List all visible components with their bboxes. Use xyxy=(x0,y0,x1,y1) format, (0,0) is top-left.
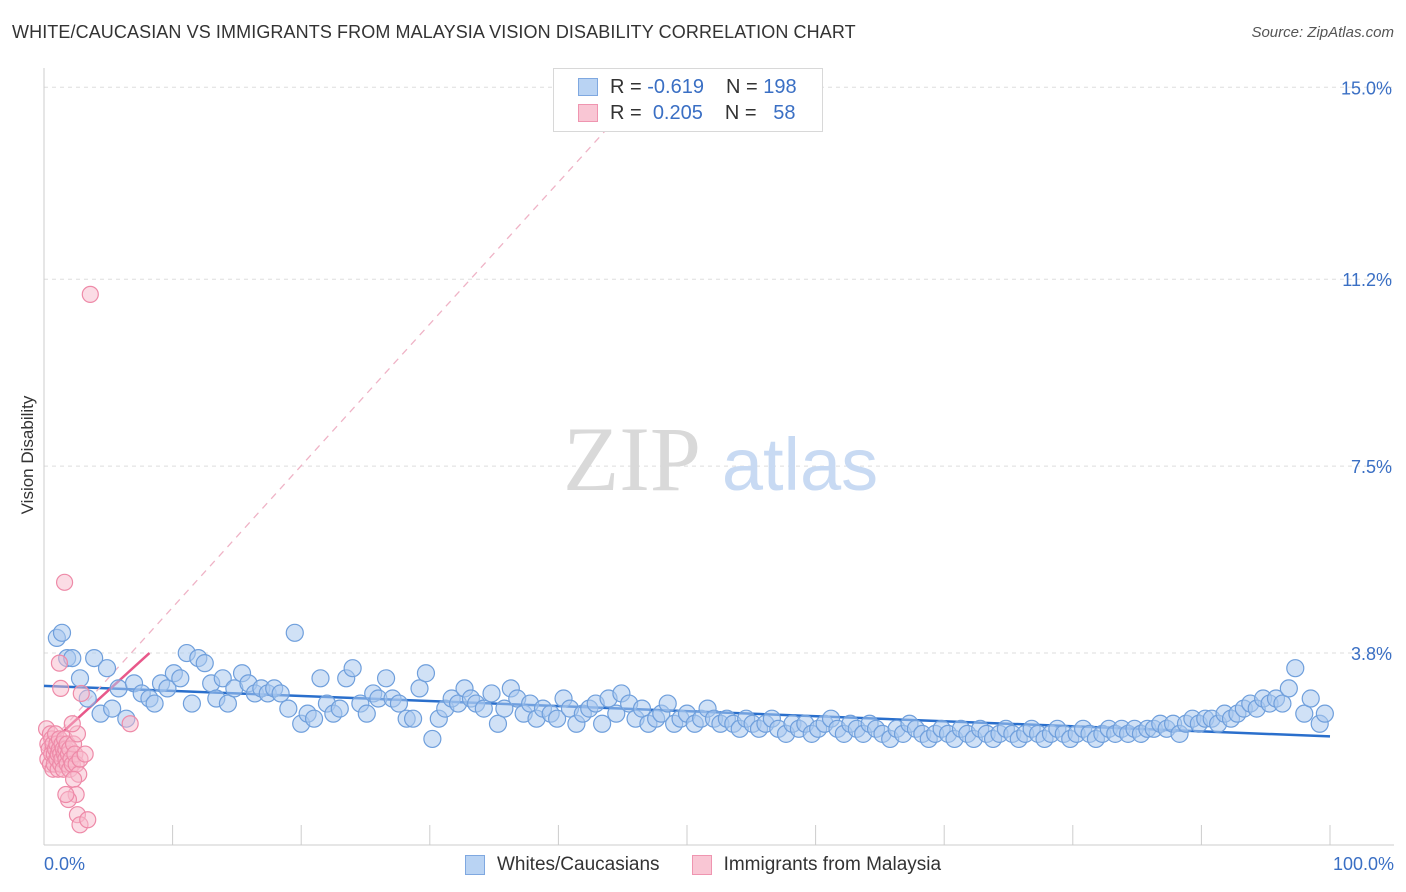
data-point-whites xyxy=(658,694,677,713)
data-point-whites xyxy=(218,694,237,713)
legend-row-malaysia: R = 0.205 N = 58 xyxy=(578,100,795,126)
data-point-whites xyxy=(488,714,508,733)
axes xyxy=(43,68,1394,846)
data-point-whites xyxy=(423,729,442,749)
y-tick-label: 15.0% xyxy=(1341,78,1392,98)
correlation-legend: R = -0.619 N = 198 R = 0.205 N = 58 xyxy=(553,68,823,132)
data-point-whites xyxy=(474,699,493,718)
data-point-whites xyxy=(271,684,290,703)
watermark: ZIP atlas xyxy=(563,408,878,510)
data-point-whites xyxy=(548,709,567,728)
data-point-whites xyxy=(343,659,362,678)
data-point-whites xyxy=(304,709,324,728)
r-label: R = xyxy=(610,75,642,98)
y-tick-label: 7.5% xyxy=(1351,457,1392,477)
data-point-whites xyxy=(213,669,232,688)
grid-lines xyxy=(44,86,1394,654)
data-point-malaysia xyxy=(64,770,83,788)
data-point-whites xyxy=(495,699,514,718)
data-point-malaysia xyxy=(63,715,81,733)
trend-line-malaysia-extended xyxy=(43,96,637,750)
data-point-whites xyxy=(410,679,429,698)
data-point-whites xyxy=(285,623,304,642)
data-point-whites xyxy=(1295,704,1314,723)
data-point-malaysia xyxy=(50,654,69,672)
n-label: N = xyxy=(724,101,757,124)
data-point-whites xyxy=(171,669,190,688)
r-value: 0.205 xyxy=(652,101,703,124)
legend-label: Immigrants from Malaysia xyxy=(723,854,942,875)
data-point-whites xyxy=(311,669,330,688)
tick-labels: 3.8% 7.5% 11.2% 15.0% 0.0% 100.0% xyxy=(44,78,1394,874)
data-point-whites xyxy=(145,694,164,713)
n-value: 198 xyxy=(763,75,797,98)
legend-label: Whites/Caucasians xyxy=(496,854,660,875)
series-legend: Whites/Caucasians Immigrants from Malays… xyxy=(0,852,1406,878)
legend-row-whites: R = -0.619 N = 198 xyxy=(578,74,797,100)
watermark-atlas: atlas xyxy=(722,423,878,506)
data-point-whites xyxy=(357,704,376,723)
data-point-whites xyxy=(482,684,501,703)
data-point-whites xyxy=(389,694,409,713)
y-tick-label: 3.8% xyxy=(1351,644,1392,664)
data-point-malaysia xyxy=(52,679,70,698)
data-point-malaysia xyxy=(81,285,99,303)
legend-swatch-pink xyxy=(578,104,598,122)
legend-swatch-blue xyxy=(464,855,485,875)
legend-item-malaysia: Immigrants from Malaysia xyxy=(691,852,942,878)
data-point-whites xyxy=(1315,704,1334,723)
data-point-whites xyxy=(416,664,436,683)
data-point-whites xyxy=(70,669,90,688)
legend-swatch-blue xyxy=(578,78,598,96)
data-point-whites xyxy=(97,659,117,678)
data-point-whites xyxy=(403,709,423,728)
r-value: -0.619 xyxy=(647,75,704,98)
x-tick-label-max: 100.0% xyxy=(1333,854,1394,874)
chart-title: WHITE/CAUCASIAN VS IMMIGRANTS FROM MALAY… xyxy=(12,22,856,42)
data-point-whites xyxy=(52,623,72,642)
data-point-malaysia xyxy=(121,715,139,733)
data-point-whites xyxy=(158,679,177,698)
data-point-malaysia xyxy=(76,745,94,763)
data-point-whites xyxy=(279,699,298,718)
data-point-whites xyxy=(1273,694,1292,713)
x-tick-label-min: 0.0% xyxy=(44,854,85,874)
series-malaysia xyxy=(37,285,139,834)
data-point-malaysia xyxy=(79,811,97,829)
data-point-whites xyxy=(85,648,104,668)
data-point-whites xyxy=(607,704,626,723)
data-point-malaysia xyxy=(55,573,74,591)
data-point-whites xyxy=(376,669,396,688)
data-point-whites xyxy=(182,694,201,713)
data-point-whites xyxy=(109,679,128,698)
data-point-whites xyxy=(632,699,652,718)
legend-swatch-pink xyxy=(691,855,712,875)
y-tick-label: 11.2% xyxy=(1342,270,1392,290)
data-point-whites xyxy=(330,699,349,718)
data-point-whites xyxy=(1279,679,1298,698)
data-point-whites xyxy=(195,654,214,673)
data-point-whites xyxy=(1286,659,1305,678)
watermark-zip: ZIP xyxy=(563,408,701,510)
source-label: Source: ZipAtlas.com xyxy=(1251,24,1394,41)
y-axis-label: Vision Disability xyxy=(18,395,37,515)
r-label: R = xyxy=(610,101,642,124)
series-whites xyxy=(47,623,1334,749)
data-point-whites xyxy=(103,699,122,718)
n-value: 58 xyxy=(773,101,796,124)
data-point-whites xyxy=(593,714,612,733)
n-label: N = xyxy=(725,75,758,98)
legend-item-whites: Whites/Caucasians xyxy=(464,852,660,878)
data-point-malaysia xyxy=(72,684,90,703)
data-point-whites xyxy=(1301,689,1320,708)
data-point-malaysia xyxy=(57,785,75,804)
